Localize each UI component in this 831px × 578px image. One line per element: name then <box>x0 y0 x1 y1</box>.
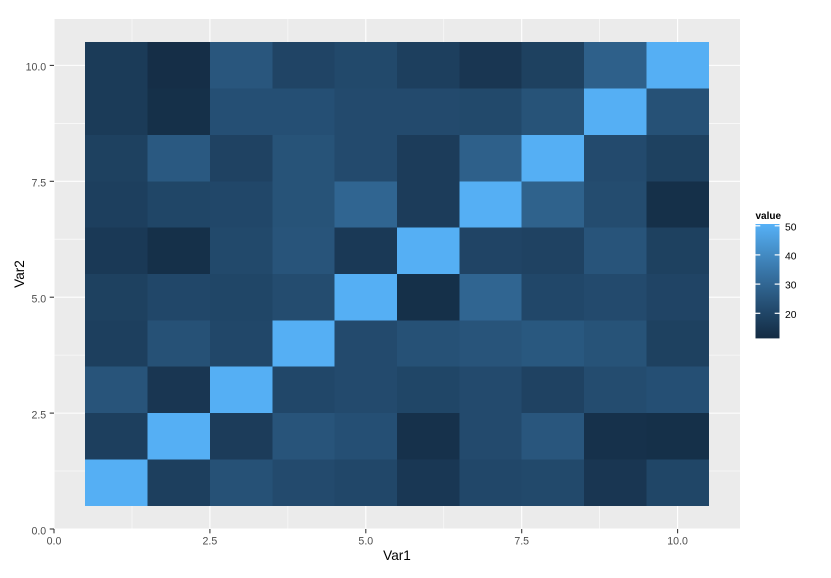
svg-text:2.5: 2.5 <box>31 409 46 421</box>
svg-text:0.0: 0.0 <box>47 535 62 547</box>
svg-text:30: 30 <box>785 281 797 292</box>
svg-text:2.5: 2.5 <box>203 535 218 547</box>
svg-text:0.0: 0.0 <box>31 525 46 537</box>
svg-text:50: 50 <box>785 222 797 233</box>
svg-text:Var1: Var1 <box>383 548 411 563</box>
svg-text:40: 40 <box>785 252 797 263</box>
svg-text:7.5: 7.5 <box>31 178 46 190</box>
svg-text:Var2: Var2 <box>12 260 27 288</box>
svg-text:value: value <box>756 211 782 222</box>
svg-text:7.5: 7.5 <box>514 535 529 547</box>
svg-text:20: 20 <box>785 310 797 321</box>
svg-text:5.0: 5.0 <box>358 535 373 547</box>
svg-text:5.0: 5.0 <box>31 294 46 306</box>
svg-text:10.0: 10.0 <box>26 62 47 74</box>
svg-text:10.0: 10.0 <box>667 535 688 547</box>
